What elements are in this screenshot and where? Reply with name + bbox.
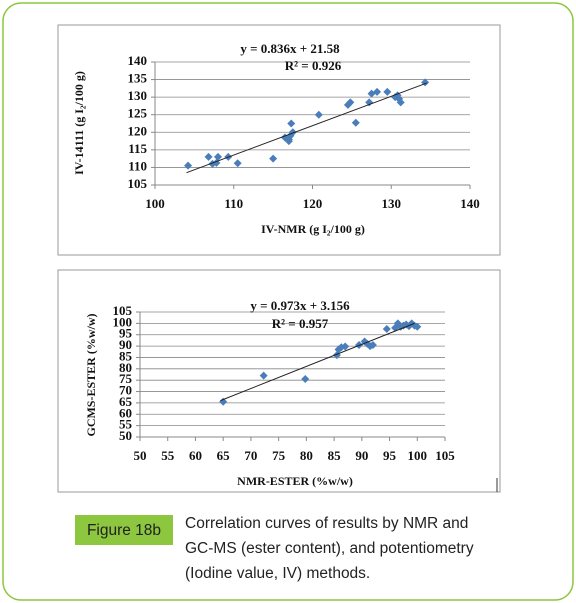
x-tick-label: 105 — [435, 448, 455, 463]
x-tick-label: 100 — [145, 196, 165, 211]
x-tick-label: 130 — [382, 196, 402, 211]
x-tick-label: 65 — [217, 448, 231, 463]
point — [301, 375, 310, 384]
x-tick-label: 75 — [272, 448, 286, 463]
annotation: R² = 0.926 — [285, 58, 342, 73]
chart-box — [57, 24, 501, 256]
caption-label: Figure 18b — [87, 522, 161, 539]
x-tick-label: 60 — [189, 448, 202, 463]
y-tick-label: 60 — [119, 405, 132, 420]
point — [396, 98, 405, 107]
y-tick-label: 105 — [128, 176, 148, 191]
point — [287, 119, 296, 128]
point — [233, 159, 242, 168]
point — [184, 161, 193, 170]
point — [373, 87, 382, 96]
annotation: y = 0.973x + 3.156 — [250, 298, 350, 313]
y-tick-label: 95 — [119, 326, 133, 341]
point — [269, 154, 278, 163]
point — [383, 87, 392, 96]
y-axis-label: GCMS-ESTER (%w/w) — [84, 313, 98, 436]
y-tick-label: 80 — [119, 360, 132, 375]
point — [314, 110, 323, 119]
point — [259, 371, 268, 380]
y-tick-label: 75 — [119, 371, 133, 386]
point — [368, 340, 377, 349]
y-axis-label: IV-14111 (g I₂/100 g) — [72, 71, 86, 175]
point — [382, 325, 391, 334]
point — [413, 322, 422, 331]
y-tick-label: 135 — [128, 71, 148, 86]
y-tick-label: 115 — [128, 141, 147, 156]
point — [351, 118, 360, 127]
x-axis-label: IV-NMR (g I₂/100 g) — [261, 222, 365, 236]
x-tick-label: 140 — [460, 196, 480, 211]
caption-line: GC-MS (ester content), and potentiometry — [185, 540, 474, 557]
caption-label-bg — [75, 515, 173, 545]
y-tick-label: 140 — [128, 53, 148, 68]
y-tick-label: 65 — [119, 394, 133, 409]
y-tick-label: 85 — [119, 348, 133, 363]
x-tick-label: 100 — [408, 448, 428, 463]
x-tick-label: 50 — [134, 448, 147, 463]
caption-line: Correlation curves of results by NMR and — [185, 515, 468, 532]
point — [365, 98, 374, 107]
x-tick-label: 110 — [224, 196, 243, 211]
y-tick-label: 125 — [128, 106, 148, 121]
chart-box — [57, 269, 501, 493]
x-tick-label: 95 — [383, 448, 397, 463]
x-tick-label: 70 — [244, 448, 257, 463]
annotation: y = 0.836x + 21.58 — [240, 41, 340, 56]
x-tick-label: 120 — [303, 196, 323, 211]
y-tick-label: 110 — [128, 158, 147, 173]
x-tick-label: 90 — [355, 448, 368, 463]
annotation: R² = 0.957 — [272, 316, 329, 331]
point — [284, 137, 293, 146]
y-tick-label: 130 — [128, 88, 148, 103]
x-tick-label: 80 — [300, 448, 313, 463]
point — [341, 342, 350, 351]
point — [214, 152, 222, 161]
caption-line: (Iodine value, IV) methods. — [185, 565, 370, 582]
trendline — [186, 82, 427, 174]
point — [346, 98, 355, 107]
x-tick-label: 85 — [328, 448, 342, 463]
y-tick-label: 55 — [119, 417, 133, 432]
y-tick-label: 50 — [119, 428, 132, 443]
x-tick-label: 55 — [161, 448, 175, 463]
y-tick-label: 70 — [119, 383, 132, 398]
trendline — [220, 322, 415, 402]
x-axis-label: NMR-ESTER (%w/w) — [237, 474, 353, 488]
point — [219, 397, 228, 406]
y-tick-label: 105 — [113, 303, 133, 318]
y-tick-label: 90 — [119, 337, 132, 352]
y-tick-label: 100 — [113, 314, 133, 329]
point — [204, 152, 213, 161]
y-tick-label: 120 — [128, 123, 148, 138]
